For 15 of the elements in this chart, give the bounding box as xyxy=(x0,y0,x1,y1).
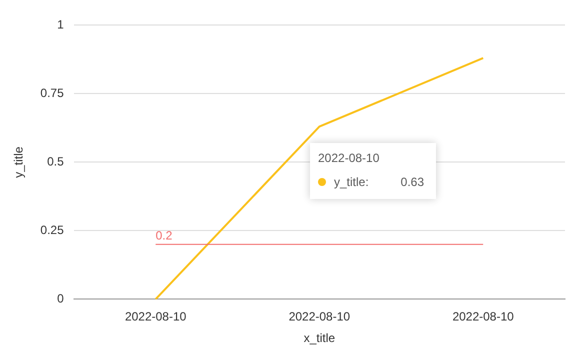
y-tick-label: 0.75 xyxy=(40,86,64,100)
y-axis-title: y_title xyxy=(12,146,26,178)
annotation: 0.63 xyxy=(400,175,424,189)
annotation: : xyxy=(365,175,369,189)
x-tick-label: 2022-08-10 xyxy=(452,310,514,324)
x-axis-title: x_title xyxy=(304,331,336,346)
y-tick-label: 0.5 xyxy=(47,154,64,169)
x-tick-label: 2022-08-10 xyxy=(124,310,187,324)
y-tick-label: 1 xyxy=(57,18,64,32)
legend-label: y_title xyxy=(334,175,366,189)
y-tick-label: 0 xyxy=(57,292,64,306)
y-tick-label: 0.25 xyxy=(40,223,64,238)
ref-line-label: 0.2 xyxy=(156,228,173,243)
annotation: 2022-08-10 xyxy=(318,151,380,165)
x-tick-label: 2022-08-10 xyxy=(288,310,350,324)
